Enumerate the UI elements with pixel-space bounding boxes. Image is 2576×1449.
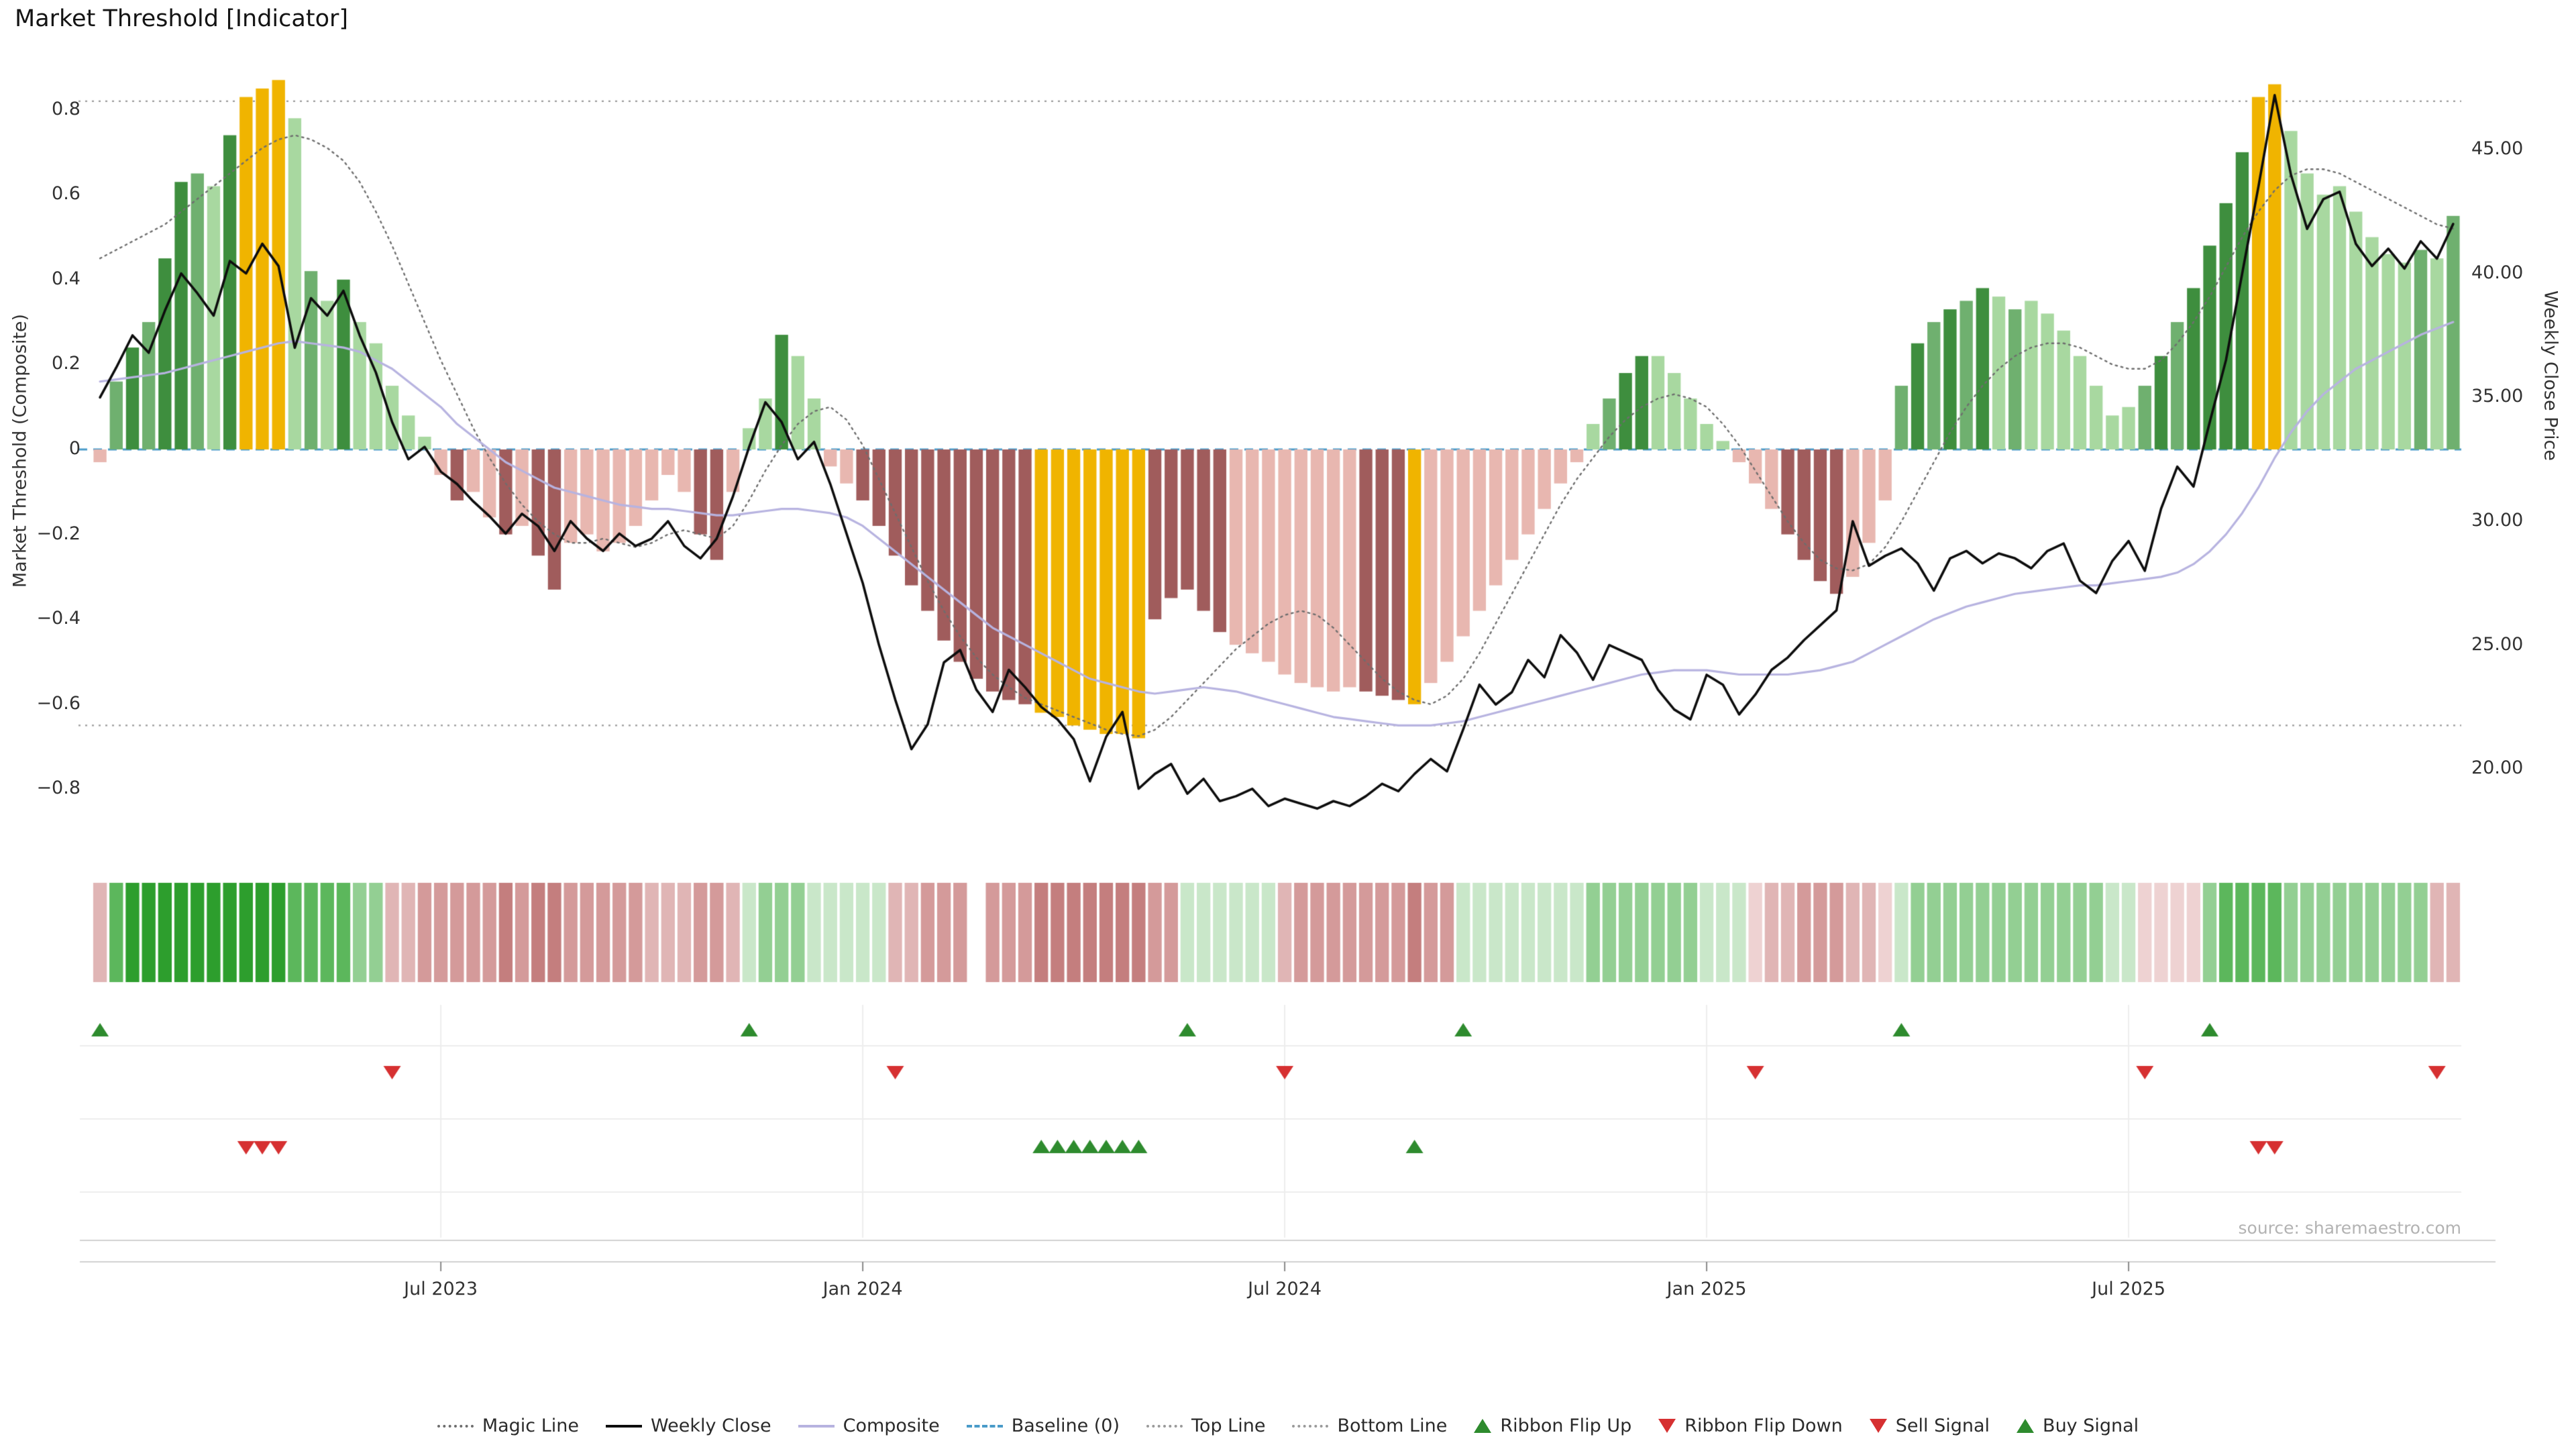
triangle-down-icon (1658, 1419, 1676, 1433)
x-axis-tick: Jul 2023 (404, 1279, 478, 1299)
triangle-down-icon (1869, 1419, 1887, 1433)
dashed-line-icon (966, 1424, 1003, 1428)
chart-legend: Magic Line Weekly Close Composite Baseline … (0, 1415, 2576, 1436)
legend-item-weekly-close: Weekly Close (606, 1415, 771, 1436)
dotted-line-icon (1292, 1424, 1329, 1428)
left-axis-tick: −0.4 (36, 608, 80, 629)
left-axis-tick: 0.2 (52, 353, 80, 374)
legend-label: Baseline (0) (1011, 1415, 1120, 1436)
x-axis-tick: Jul 2024 (1248, 1279, 1322, 1299)
page-title: Market Threshold [Indicator] (15, 5, 349, 32)
legend-item-ribbon-flip-down: Ribbon Flip Down (1658, 1415, 1843, 1436)
dotted-line-icon (437, 1424, 474, 1428)
left-axis-tick: 0.6 (52, 183, 80, 205)
x-axis-tick: Jul 2025 (2092, 1279, 2165, 1299)
right-axis-tick: 45.00 (2471, 138, 2524, 159)
legend-item-magic-line: Magic Line (437, 1415, 579, 1436)
legend-label: Sell Signal (1895, 1415, 1990, 1436)
legend-item-buy-signal: Buy Signal (2017, 1415, 2139, 1436)
left-axis-tick: 0.4 (52, 268, 80, 289)
left-axis-tick: −0.8 (36, 777, 80, 799)
legend-label: Bottom Line (1337, 1415, 1448, 1436)
right-axis-tick: 20.00 (2471, 757, 2524, 779)
right-axis-tick: 30.00 (2471, 509, 2524, 531)
x-axis-tick: Jan 2025 (1666, 1279, 1747, 1299)
legend-label: Buy Signal (2043, 1415, 2139, 1436)
solid-line-icon (798, 1424, 835, 1428)
right-axis-tick: 25.00 (2471, 633, 2524, 655)
legend-item-ribbon-flip-up: Ribbon Flip Up (1474, 1415, 1631, 1436)
legend-label: Weekly Close (651, 1415, 771, 1436)
legend-label: Ribbon Flip Up (1500, 1415, 1632, 1436)
left-axis-tick: −0.6 (36, 692, 80, 714)
legend-item-top-line: Top Line (1146, 1415, 1265, 1436)
triangle-up-icon (1474, 1419, 1492, 1433)
right-axis-tick: 40.00 (2471, 262, 2524, 283)
legend-item-bottom-line: Bottom Line (1292, 1415, 1447, 1436)
x-axis-tick: Jan 2024 (822, 1279, 903, 1299)
legend-label: Top Line (1191, 1415, 1266, 1436)
left-axis-tick: 0.8 (52, 98, 80, 119)
right-axis-tick: 35.00 (2471, 386, 2524, 407)
triangle-up-icon (2017, 1419, 2035, 1433)
left-axis-tick: −0.2 (36, 523, 80, 544)
legend-item-composite: Composite (798, 1415, 940, 1436)
legend-label: Magic Line (482, 1415, 579, 1436)
legend-label: Composite (843, 1415, 940, 1436)
legend-item-baseline-0-: Baseline (0) (966, 1415, 1120, 1436)
dotted-line-icon (1146, 1424, 1183, 1428)
legend-item-sell-signal: Sell Signal (1869, 1415, 1990, 1436)
solid-line-icon (606, 1424, 642, 1428)
right-axis-title: Weekly Close Price (2540, 290, 2561, 462)
left-axis-tick: 0 (68, 438, 80, 459)
legend-label: Ribbon Flip Down (1684, 1415, 1843, 1436)
source-credit: source: sharemaestro.com (2238, 1218, 2462, 1238)
